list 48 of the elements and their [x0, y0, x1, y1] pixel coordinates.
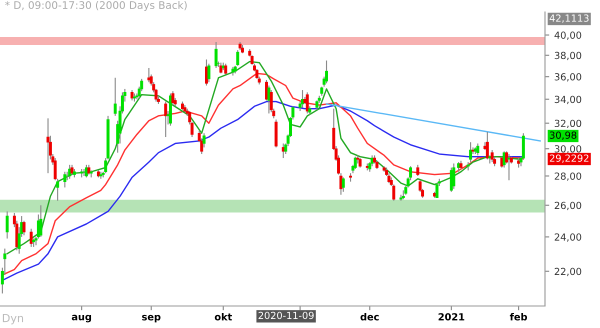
candlestick: [214, 41, 218, 69]
candlestick: [30, 228, 33, 248]
chart-title: * D, 09:00-17:30 (2000 Days Back): [5, 0, 187, 12]
y-tick-label: 32,00: [554, 120, 582, 128]
y-tick-label: 26,00: [554, 202, 582, 210]
candlestick: [46, 118, 50, 174]
candlestick: [315, 100, 318, 110]
candlestick: [508, 153, 510, 181]
x-tick-label: sep: [142, 314, 160, 322]
y-tick-label: 28,00: [554, 172, 582, 181]
candlestick: [301, 90, 304, 108]
candlestick: [476, 142, 480, 156]
x-tick-label: feb: [510, 312, 528, 320]
candlestick: [39, 204, 42, 238]
y-tick-label: 36,00: [554, 73, 582, 82]
candlestick: [22, 220, 26, 236]
y-tick-label: 24,00: [554, 233, 582, 242]
x-tick-label: okt: [214, 312, 232, 320]
candlestick: [452, 162, 456, 190]
text: 2020-11-09: [258, 312, 314, 320]
y-tick-label: 30,00: [554, 145, 582, 154]
candlestick: [6, 210, 9, 240]
y-tick-label: 40,00: [554, 32, 582, 40]
candlestick: [306, 92, 309, 114]
candlestick: [204, 58, 208, 86]
candlestick: [207, 63, 210, 83]
text: 29,2292: [550, 154, 588, 163]
text: 30,98: [550, 131, 576, 140]
candlestick: [354, 156, 357, 170]
text: 42,1113: [550, 14, 589, 23]
candlestick: [87, 164, 90, 176]
x-tick-label: 2021: [438, 313, 464, 320]
candlestick: [164, 101, 168, 138]
y-tick-label: 22,00: [554, 268, 582, 276]
candlestick: [84, 164, 88, 178]
candlestick: [517, 157, 520, 168]
candlestick: [70, 164, 74, 176]
candlestick: [320, 86, 324, 96]
x-tick-label: aug: [72, 314, 92, 322]
candlestick: [325, 60, 328, 84]
y-tick-label: 34,00: [554, 96, 582, 104]
candlestick: [416, 164, 420, 177]
x-tick-label: dec: [360, 312, 379, 320]
candlestick: [469, 142, 472, 163]
text: Dyn: [2, 314, 24, 324]
candlestick: [358, 157, 362, 168]
y-tick-label: 38,00: [554, 52, 582, 60]
candlestick: [342, 176, 345, 192]
